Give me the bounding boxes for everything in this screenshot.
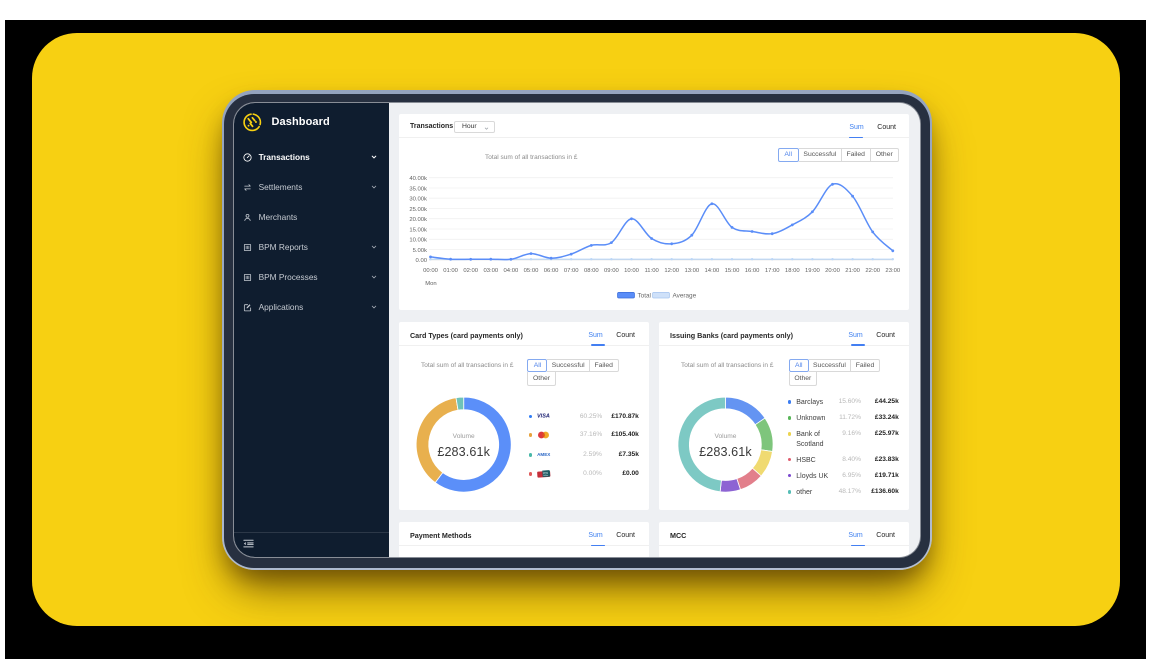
svg-text:03:00: 03:00 bbox=[483, 268, 498, 274]
svg-text:06:00: 06:00 bbox=[544, 268, 559, 274]
svg-text:23:00: 23:00 bbox=[885, 268, 900, 274]
svg-text:09:00: 09:00 bbox=[604, 268, 619, 274]
svg-text:25.00k: 25.00k bbox=[409, 207, 427, 213]
svg-text:40.00k: 40.00k bbox=[409, 176, 427, 182]
svg-text:13:00: 13:00 bbox=[684, 268, 699, 274]
svg-text:17:00: 17:00 bbox=[765, 268, 780, 274]
svg-text:Mon: Mon bbox=[425, 281, 436, 287]
svg-text:15.00k: 15.00k bbox=[409, 228, 427, 234]
svg-text:10:00: 10:00 bbox=[624, 268, 639, 274]
svg-text:19:00: 19:00 bbox=[805, 268, 820, 274]
svg-text:22:00: 22:00 bbox=[865, 268, 880, 274]
svg-text:18:00: 18:00 bbox=[785, 268, 800, 274]
svg-text:07:00: 07:00 bbox=[564, 268, 579, 274]
svg-text:30.00k: 30.00k bbox=[409, 197, 427, 203]
svg-text:20:00: 20:00 bbox=[825, 268, 840, 274]
svg-text:15:00: 15:00 bbox=[725, 268, 740, 274]
svg-text:0.00: 0.00 bbox=[416, 259, 428, 265]
svg-text:Average: Average bbox=[672, 293, 696, 300]
svg-text:10.00k: 10.00k bbox=[409, 238, 427, 244]
svg-text:Total: Total bbox=[637, 293, 650, 300]
svg-text:AMEX: AMEX bbox=[537, 452, 551, 456]
svg-text:20.00k: 20.00k bbox=[409, 217, 427, 223]
svg-text:08:00: 08:00 bbox=[584, 268, 599, 274]
svg-text:5.00k: 5.00k bbox=[413, 248, 427, 254]
svg-text:05:00: 05:00 bbox=[524, 268, 539, 274]
svg-text:16:00: 16:00 bbox=[745, 268, 760, 274]
svg-text:14:00: 14:00 bbox=[705, 268, 720, 274]
svg-text:00:00: 00:00 bbox=[423, 268, 438, 274]
svg-text:04:00: 04:00 bbox=[504, 268, 519, 274]
svg-text:35.00k: 35.00k bbox=[409, 187, 427, 193]
svg-text:VISA: VISA bbox=[537, 414, 550, 419]
svg-text:12:00: 12:00 bbox=[664, 268, 679, 274]
svg-text:21:00: 21:00 bbox=[845, 268, 860, 274]
svg-text:11:00: 11:00 bbox=[644, 268, 659, 274]
svg-text:01:00: 01:00 bbox=[443, 268, 458, 274]
svg-text:02:00: 02:00 bbox=[463, 268, 478, 274]
